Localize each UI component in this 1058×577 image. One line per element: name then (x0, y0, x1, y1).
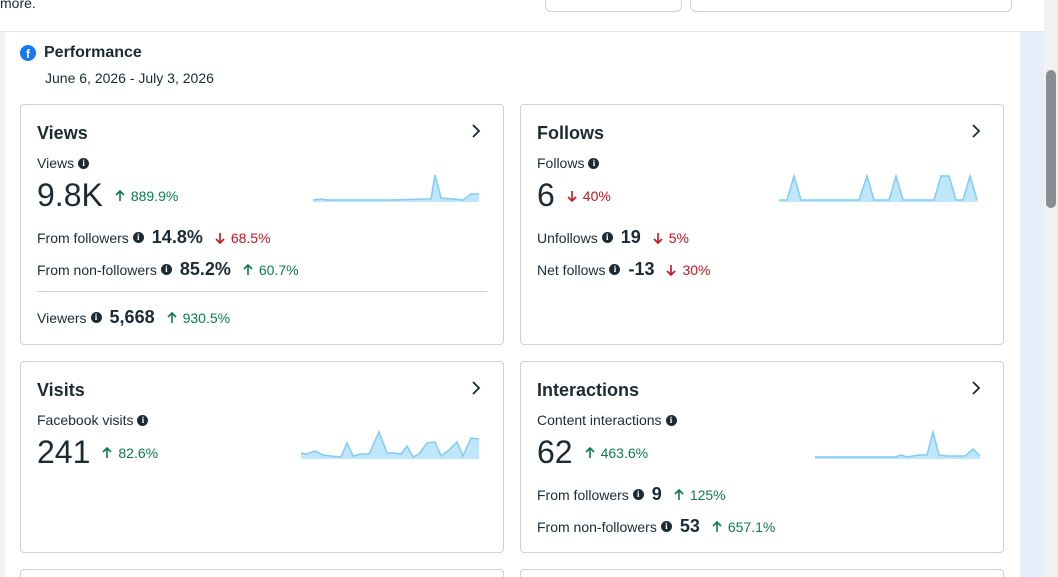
arrow-down-icon (215, 232, 225, 244)
arrow-up-icon (585, 446, 595, 458)
metric-label: Facebook visits i (37, 412, 149, 428)
metric-value: 241 (37, 434, 91, 470)
info-icon[interactable]: i (609, 264, 621, 275)
interactions-card[interactable]: Interactions Content interactions i 62 46… (520, 361, 1004, 553)
non-followers-value: 85.2% (179, 259, 231, 279)
info-icon[interactable]: i (601, 232, 613, 243)
metric-delta: 463.6% (585, 445, 648, 461)
info-icon[interactable]: i (665, 414, 677, 426)
net-follows-value: -13 (628, 259, 655, 279)
non-followers-delta: 657.1% (712, 519, 775, 535)
metric-value: 6 (537, 177, 555, 213)
metric-label: Follows i (537, 155, 600, 171)
top-bar: more. (0, 0, 1058, 32)
visits-sparkline (301, 430, 480, 459)
unfollows-label: Unfollows i (537, 230, 613, 246)
card-title: Visits (37, 380, 85, 400)
viewers-label: Viewers i (37, 310, 102, 326)
non-followers-delta: 60.7% (243, 262, 299, 278)
info-icon[interactable]: i (588, 157, 600, 169)
from-followers-value: 14.8% (151, 227, 203, 247)
from-followers-label: From followers i (37, 230, 144, 246)
card-title: Interactions (537, 380, 640, 400)
metric-delta: 40% (567, 188, 611, 204)
net-follows-label: Net follows i (537, 262, 621, 278)
metric-value: 62 (537, 434, 573, 470)
top-date-selector[interactable] (690, 0, 1012, 12)
divider (37, 291, 487, 292)
from-followers-delta: 125% (674, 487, 726, 503)
metric-label: Views i (37, 155, 90, 171)
non-followers-label: From non-followers i (537, 519, 672, 535)
arrow-up-icon (102, 446, 112, 458)
scrollbar-thumb[interactable] (1046, 70, 1056, 208)
net-follows-delta: 30% (666, 262, 711, 278)
chevron-right-icon[interactable] (971, 123, 981, 139)
from-followers-delta: 68.5% (215, 230, 271, 246)
metric-delta: 889.9% (115, 188, 178, 204)
chevron-right-icon[interactable] (471, 123, 481, 139)
facebook-icon: f (20, 45, 36, 61)
info-icon[interactable]: i (160, 264, 172, 275)
follows-sparkline (779, 173, 978, 202)
performance-title: Performance (44, 44, 142, 61)
arrow-up-icon (167, 311, 177, 323)
chevron-right-icon[interactable] (971, 380, 981, 396)
arrow-down-icon (567, 190, 577, 202)
views-sparkline (313, 174, 479, 202)
viewers-value: 5,668 (109, 307, 155, 327)
from-followers-label: From followers i (537, 487, 644, 503)
arrow-up-icon (115, 189, 125, 201)
more-text: more. (0, 0, 36, 11)
interactions-sparkline (815, 429, 981, 459)
from-followers-value: 9 (651, 484, 662, 504)
card-title: Follows (537, 123, 604, 143)
unfollows-value: 19 (620, 227, 641, 247)
info-icon[interactable]: i (90, 312, 102, 323)
side-strip (1020, 32, 1044, 577)
date-range: June 6, 2026 - July 3, 2026 (45, 70, 214, 86)
arrow-down-icon (666, 264, 677, 276)
arrow-down-icon (653, 232, 663, 244)
arrow-up-icon (712, 520, 722, 532)
card-title: Views (37, 123, 88, 143)
next-card-left[interactable] (20, 569, 504, 577)
info-icon[interactable]: i (132, 232, 144, 243)
metric-value: 9.8K (37, 177, 103, 213)
performance-header: f Performance (20, 44, 142, 62)
metric-delta: 82.6% (102, 445, 158, 461)
metric-label: Content interactions i (537, 412, 677, 428)
viewers-delta: 930.5% (167, 310, 230, 326)
unfollows-delta: 5% (653, 230, 689, 246)
arrow-up-icon (243, 263, 253, 275)
arrow-up-icon (674, 488, 684, 500)
non-followers-value: 53 (679, 516, 700, 536)
top-action-button[interactable] (545, 0, 682, 12)
info-icon[interactable]: i (137, 414, 149, 426)
info-icon[interactable]: i (632, 489, 644, 500)
visits-card[interactable]: Visits Facebook visits i 241 82.6% (20, 361, 504, 553)
info-icon[interactable]: i (660, 521, 672, 532)
views-card[interactable]: Views Views i 9.8K 889.9% From followers i… (20, 104, 504, 345)
next-card-right[interactable] (520, 569, 1004, 577)
follows-card[interactable]: Follows Follows i 6 40% Unfollows i 19 5% … (520, 104, 1004, 345)
info-icon[interactable]: i (78, 157, 90, 169)
chevron-right-icon[interactable] (471, 380, 481, 396)
non-followers-label: From non-followers i (37, 262, 172, 278)
